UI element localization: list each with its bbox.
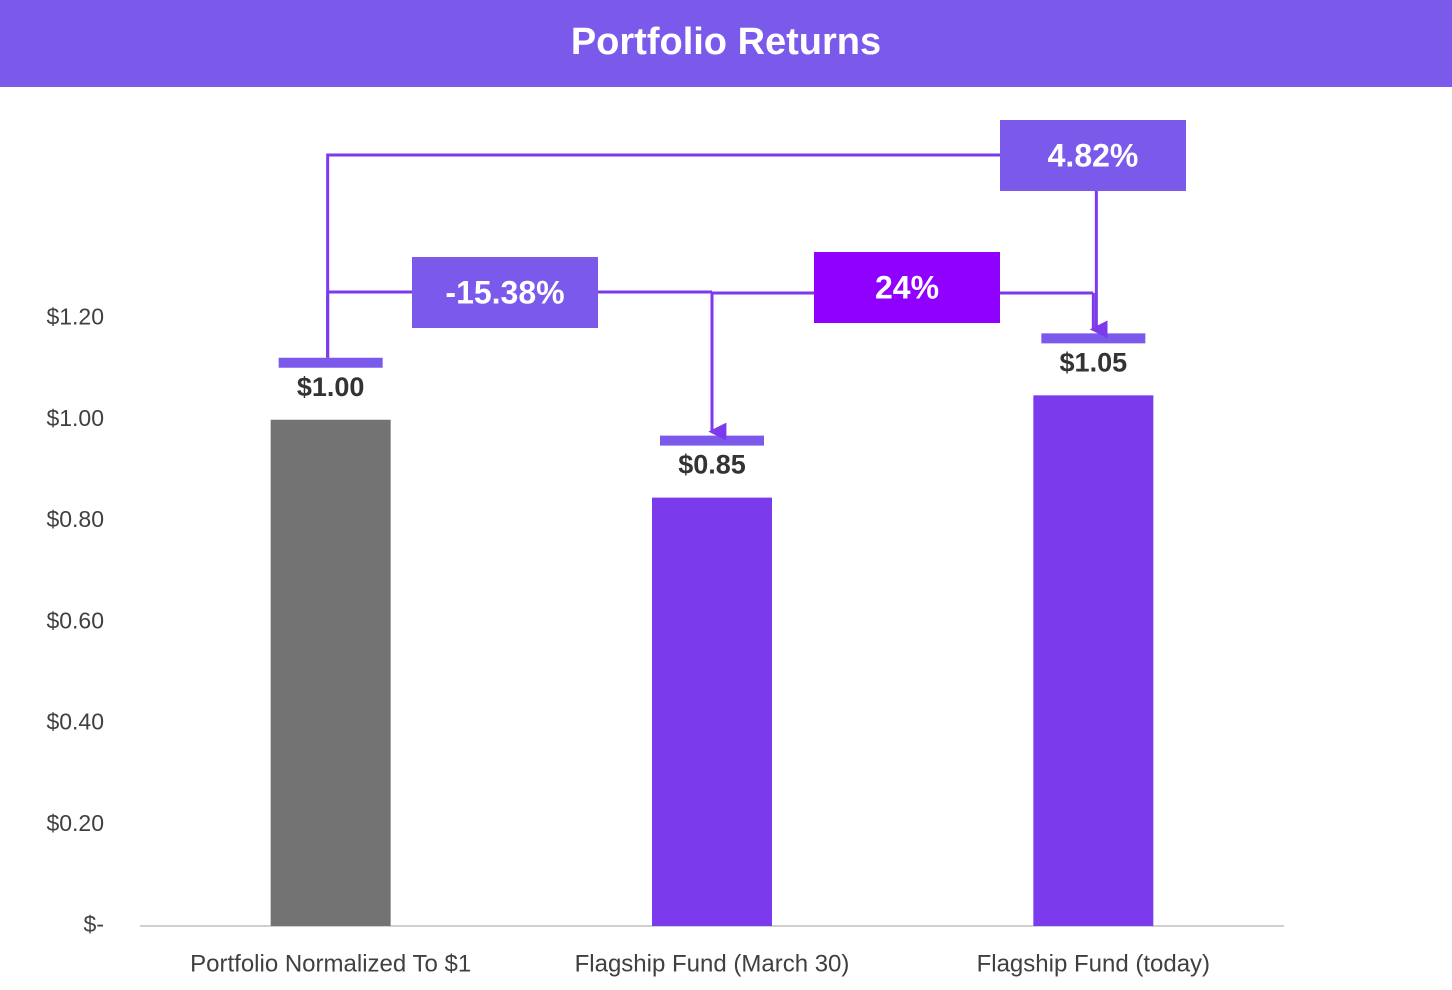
annotation: 4.82% xyxy=(1048,137,1139,173)
annotation-box xyxy=(814,252,1000,323)
y-tick-label: $0.20 xyxy=(46,810,104,836)
annotation-box xyxy=(1000,120,1186,191)
annotation: 24% xyxy=(875,269,939,305)
label-cap xyxy=(1041,333,1146,344)
x-tick-label: Portfolio Normalized To $1 xyxy=(190,950,471,977)
x-tick-label: Flagship Fund (today) xyxy=(977,950,1210,977)
annotation-box xyxy=(412,257,598,328)
bar xyxy=(1033,395,1154,926)
label-cap xyxy=(278,357,383,368)
label-cap xyxy=(660,435,764,446)
bar xyxy=(270,419,391,926)
data-label: $1.00 xyxy=(297,372,365,402)
x-tick-label: Flagship Fund (March 30) xyxy=(575,950,850,977)
y-tick-label: $1.20 xyxy=(46,304,104,330)
data-label: $1.05 xyxy=(1060,347,1128,377)
bar xyxy=(652,497,772,926)
connector xyxy=(326,153,1000,358)
y-tick-label: $1.00 xyxy=(46,405,104,431)
title-bar xyxy=(0,0,1452,87)
y-tick-label: $0.40 xyxy=(46,709,104,735)
data-label: $0.85 xyxy=(678,450,746,480)
y-tick-label: $- xyxy=(84,911,104,937)
annotation: -15.38% xyxy=(445,274,564,310)
y-tick-label: $0.60 xyxy=(46,607,104,633)
chart-title: Portfolio Returns xyxy=(571,21,881,63)
y-tick-label: $0.80 xyxy=(46,506,104,532)
